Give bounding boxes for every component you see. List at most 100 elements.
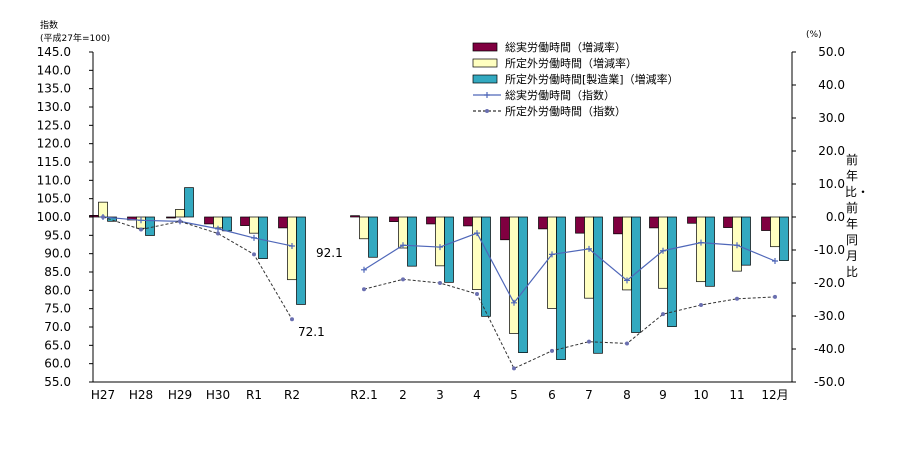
bar — [107, 216, 117, 222]
total-hours-index-point — [474, 230, 480, 237]
overtime-index-point — [438, 281, 442, 285]
bar — [696, 216, 706, 283]
bar — [175, 209, 185, 218]
bar — [426, 216, 436, 225]
left-axis-label: 指数 — [40, 21, 59, 31]
left-tick-label: 60.0 — [44, 357, 71, 371]
x-tick-label: 2 — [399, 388, 407, 402]
overtime-index-point — [362, 287, 366, 292]
left-tick-label: 65.0 — [44, 338, 71, 352]
left-tick-label: 115.0 — [37, 155, 71, 169]
bar — [687, 216, 697, 224]
overtime-index-point — [512, 366, 516, 371]
bar — [249, 216, 259, 234]
overtime-index-point — [401, 277, 405, 282]
right-tick-label: -50.0 — [814, 375, 845, 389]
overtime-index-line — [363, 278, 776, 370]
overtime-index-point — [661, 312, 665, 317]
x-tick-label: 7 — [585, 388, 593, 402]
x-tick-label: H28 — [129, 388, 153, 402]
x-tick-label: 3 — [436, 388, 444, 402]
bar — [184, 187, 194, 218]
overtime-index-point — [252, 252, 256, 257]
total-hours-index-point — [138, 217, 144, 224]
legend-swatch — [472, 58, 498, 68]
bar — [463, 216, 473, 227]
bar — [667, 216, 677, 327]
total-hours-index-point — [698, 239, 704, 246]
bar — [518, 216, 528, 353]
left-tick-label: 75.0 — [44, 302, 71, 316]
x-tick-label: 9 — [659, 388, 667, 402]
overtime-index-point — [587, 339, 591, 344]
total-hours-index-point — [361, 266, 367, 273]
overtime-index-point — [216, 231, 220, 236]
legend-label: 所定外労働時間[製造業]（増減率） — [505, 72, 679, 86]
x-tick-label: H29 — [168, 388, 192, 402]
total-hours-index-line — [363, 232, 776, 304]
bar — [584, 216, 594, 299]
total-hours-index-line — [102, 216, 293, 247]
legend-label: 総実労働時間（増減率） — [505, 40, 626, 54]
right-tick-label: -40.0 — [814, 342, 845, 356]
bar — [538, 216, 548, 230]
right-tick-label: -20.0 — [814, 276, 845, 290]
bar — [222, 216, 232, 232]
bar — [444, 216, 454, 283]
overtime-index-point — [101, 215, 105, 219]
bar — [509, 216, 519, 334]
right-axis-unit: (%) — [806, 30, 822, 40]
legend-marker — [485, 109, 489, 113]
total-hours-index-point — [549, 251, 555, 258]
overtime-index-point — [550, 348, 554, 353]
right-tick-label: -30.0 — [814, 309, 845, 323]
left-tick-label: 120.0 — [37, 137, 71, 151]
x-tick-label: 6 — [548, 388, 556, 402]
bar — [145, 216, 155, 236]
legend-label: 所定外労働時間（増減率） — [505, 56, 637, 70]
left-tick-label: 55.0 — [44, 375, 71, 389]
left-axis-sublabel: (平成27年=100) — [40, 34, 111, 44]
bar — [547, 216, 557, 309]
overtime-index-point — [773, 294, 777, 299]
total-hours-index-point — [400, 242, 406, 249]
bar — [350, 215, 360, 218]
bar — [481, 216, 491, 317]
right-tick-label: 40.0 — [818, 78, 845, 92]
bar — [240, 216, 250, 226]
total-hours-index-point — [511, 299, 517, 306]
bar — [368, 216, 378, 258]
right-tick-label: 30.0 — [818, 111, 845, 125]
bar — [779, 216, 789, 261]
left-tick-label: 130.0 — [37, 100, 71, 114]
bar — [435, 216, 445, 267]
total-hours-index-point — [624, 277, 630, 284]
left-tick-label: 105.0 — [37, 192, 71, 206]
bar — [389, 216, 399, 222]
bar — [296, 216, 306, 305]
legend-swatch — [472, 42, 498, 52]
annotation-72-1: 72.1 — [298, 325, 325, 339]
bar — [575, 216, 585, 234]
overtime-index-point — [735, 296, 739, 301]
overtime-index-point — [699, 303, 703, 307]
annotation-92-1: 92.1 — [316, 246, 343, 260]
left-tick-label: 85.0 — [44, 265, 71, 279]
legend-marker — [484, 92, 490, 98]
x-tick-label: 4 — [473, 388, 481, 402]
bar — [761, 216, 771, 231]
bar — [593, 216, 603, 354]
bar — [359, 216, 369, 240]
total-hours-index-point — [437, 244, 443, 251]
bar — [649, 216, 659, 229]
right-tick-label: -10.0 — [814, 243, 845, 257]
right-tick-label: 50.0 — [818, 45, 845, 59]
total-hours-index-point — [251, 234, 257, 241]
x-tick-label: 8 — [623, 388, 631, 402]
bar — [556, 216, 566, 360]
left-tick-label: 95.0 — [44, 228, 71, 242]
x-tick-label: H30 — [206, 388, 230, 402]
total-hours-index-point — [772, 258, 778, 264]
overtime-index-point — [178, 219, 182, 224]
overtime-index-point — [625, 341, 629, 346]
